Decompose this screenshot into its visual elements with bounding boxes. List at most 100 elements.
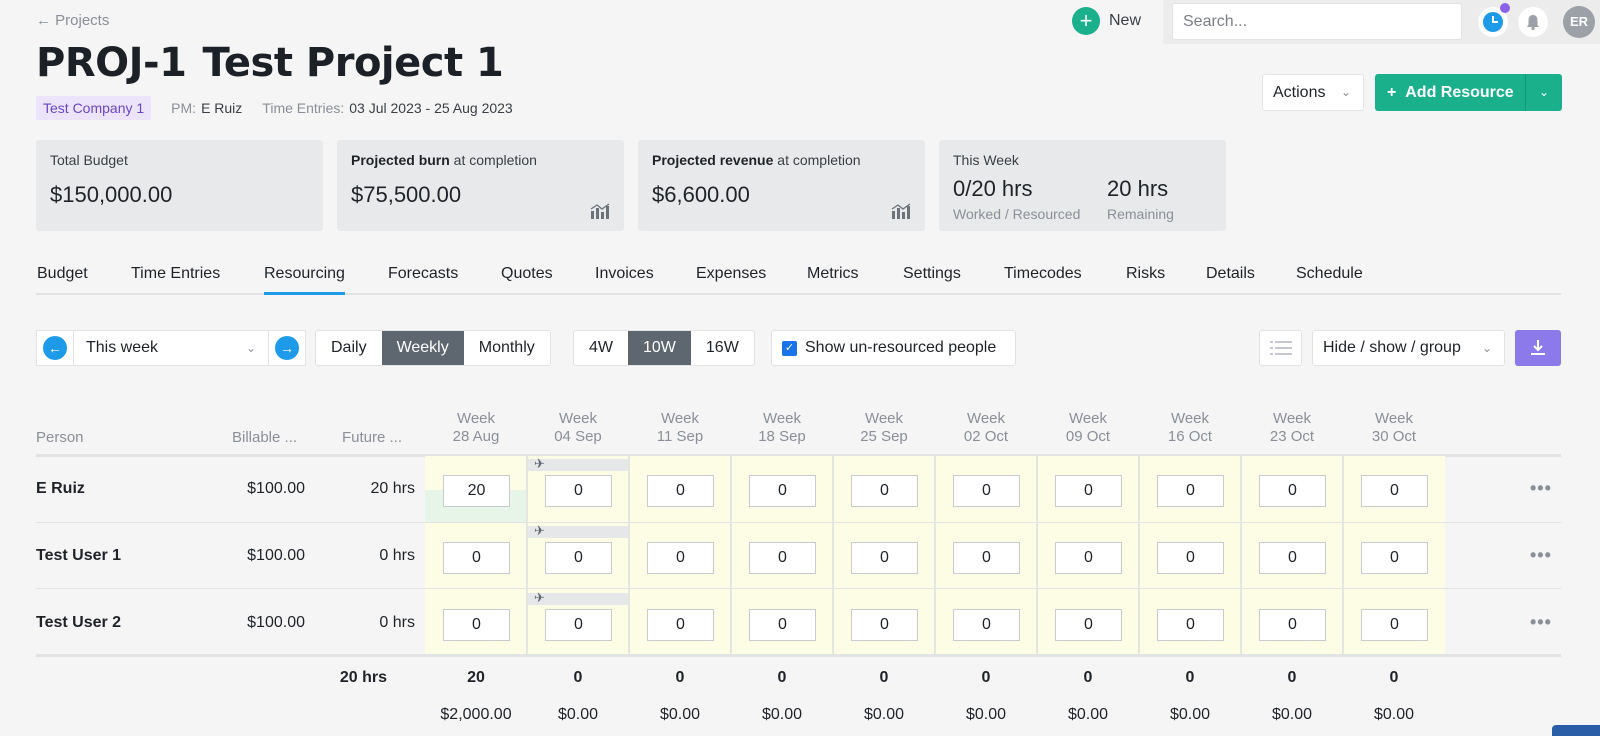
allocation-input[interactable]: 0 <box>545 609 612 641</box>
company-badge[interactable]: Test Company 1 <box>36 96 152 120</box>
project-meta: Test Company 1 PM: E Ruiz Time Entries: … <box>36 96 533 120</box>
span-16w-button[interactable]: 16W <box>705 339 739 356</box>
column-header-billable[interactable]: Billable ... <box>232 429 298 446</box>
allocation-input[interactable]: 0 <box>443 542 510 574</box>
week-prefix: Week <box>558 410 598 427</box>
allocation-input[interactable]: 0 <box>851 542 918 574</box>
allocation-input[interactable]: 0 <box>1157 609 1224 641</box>
download-button[interactable] <box>1515 330 1561 366</box>
week-total-hours: 0 <box>981 669 991 686</box>
allocation-input[interactable]: 0 <box>1055 475 1122 507</box>
allocation-input[interactable]: 0 <box>851 609 918 641</box>
allocation-input[interactable]: 0 <box>1259 475 1326 507</box>
tab-risks[interactable]: Risks <box>1126 265 1166 282</box>
week-date: 23 Oct <box>1269 428 1315 445</box>
column-separator <box>1036 456 1038 656</box>
tab-invoices[interactable]: Invoices <box>595 265 654 282</box>
span-4w-button[interactable]: 4W <box>589 339 613 356</box>
allocation-input[interactable]: 0 <box>749 609 816 641</box>
add-resource-button[interactable]: + Add Resource ⌄ <box>1375 74 1562 111</box>
allocation-input[interactable]: 0 <box>545 475 612 507</box>
holiday-bar[interactable]: ✈ <box>528 523 628 538</box>
week-column-header: Week 11 Sep <box>629 410 731 446</box>
back-to-projects-link[interactable]: ← Projects <box>36 12 110 29</box>
tab-forecasts[interactable]: Forecasts <box>388 265 459 282</box>
allocation-input[interactable]: 0 <box>647 542 714 574</box>
allocation-input[interactable]: 0 <box>749 542 816 574</box>
actions-dropdown[interactable]: Actions ⌄ <box>1262 74 1364 111</box>
allocation-input[interactable]: 20 <box>443 475 510 507</box>
list-view-button[interactable] <box>1259 330 1302 366</box>
previous-period-button[interactable]: ← <box>36 330 74 366</box>
person-name[interactable]: E Ruiz <box>36 480 85 497</box>
allocation-input[interactable]: 0 <box>1361 542 1428 574</box>
allocation-input[interactable]: 0 <box>1361 609 1428 641</box>
allocation-input[interactable]: 0 <box>647 475 714 507</box>
allocation-input[interactable]: 0 <box>1055 542 1122 574</box>
notifications-button[interactable] <box>1518 7 1548 37</box>
chart-icon[interactable] <box>590 203 610 219</box>
tab-details[interactable]: Details <box>1206 265 1255 282</box>
new-button[interactable]: + New <box>1072 7 1141 35</box>
weekly-button[interactable]: Weekly <box>381 331 464 365</box>
allocation-input[interactable]: 0 <box>953 542 1020 574</box>
search-input[interactable] <box>1172 3 1462 40</box>
allocation-input[interactable]: 0 <box>443 609 510 641</box>
allocation-input[interactable]: 0 <box>1157 475 1224 507</box>
person-name[interactable]: Test User 1 <box>36 547 122 564</box>
period-label: This week <box>86 339 159 356</box>
billable-rate: $100.00 <box>247 480 305 497</box>
show-unresourced-toggle[interactable]: ✓ Show un-resourced people <box>771 330 1016 366</box>
this-week-card: This Week 0/20 hrs Worked / Resourced 20… <box>939 140 1226 231</box>
avatar[interactable]: ER <box>1563 6 1595 38</box>
span-toggle: 4W 10W 16W <box>573 330 755 366</box>
time-entries-label: Time Entries: <box>262 100 345 116</box>
allocation-input[interactable]: 0 <box>1361 475 1428 507</box>
allocation-input[interactable]: 0 <box>647 609 714 641</box>
tab-schedule[interactable]: Schedule <box>1296 265 1363 282</box>
tab-settings[interactable]: Settings <box>903 265 961 282</box>
new-label: New <box>1109 12 1142 29</box>
person-name[interactable]: Test User 2 <box>36 614 122 631</box>
allocation-input[interactable]: 0 <box>749 475 816 507</box>
period-select[interactable]: This week ⌄ <box>73 330 269 366</box>
allocation-input[interactable]: 0 <box>851 475 918 507</box>
timer-button[interactable] <box>1478 3 1510 37</box>
future-hours: 20 hrs <box>370 480 415 497</box>
holiday-bar[interactable]: ✈ <box>528 456 628 471</box>
checkbox-checked[interactable]: ✓ <box>782 340 797 356</box>
tab-time-entries[interactable]: Time Entries <box>131 265 221 282</box>
allocation-input[interactable]: 0 <box>1157 542 1224 574</box>
tab-metrics[interactable]: Metrics <box>807 265 859 282</box>
monthly-button[interactable]: Monthly <box>478 339 535 356</box>
tab-expenses[interactable]: Expenses <box>696 265 767 282</box>
more-options-icon[interactable]: ••• <box>1530 612 1552 632</box>
chart-icon[interactable] <box>891 203 911 219</box>
span-10w-button[interactable]: 10W <box>628 331 691 365</box>
add-resource-menu-toggle[interactable]: ⌄ <box>1525 74 1562 111</box>
granularity-toggle: Daily Weekly Monthly <box>315 330 551 366</box>
more-options-icon[interactable]: ••• <box>1530 545 1552 565</box>
allocation-input[interactable]: 0 <box>953 475 1020 507</box>
tab-resourcing[interactable]: Resourcing <box>264 265 345 295</box>
more-options-icon[interactable]: ••• <box>1530 478 1552 498</box>
next-period-button[interactable]: → <box>268 330 306 366</box>
column-header-future[interactable]: Future ... <box>342 429 403 446</box>
add-resource-main[interactable]: + Add Resource <box>1387 84 1514 101</box>
allocation-input[interactable]: 0 <box>953 609 1020 641</box>
corner-tab[interactable] <box>1552 725 1600 736</box>
holiday-bar[interactable]: ✈ <box>528 590 628 605</box>
week-total-hours: 0 <box>573 669 583 686</box>
daily-button[interactable]: Daily <box>331 339 367 356</box>
hide-show-group-dropdown[interactable]: Hide / show / group ⌄ <box>1312 330 1505 366</box>
column-header-person[interactable]: Person <box>36 429 84 446</box>
tab-quotes[interactable]: Quotes <box>501 265 553 282</box>
pm-label: PM: <box>171 100 197 116</box>
tab-budget[interactable]: Budget <box>37 265 88 282</box>
allocation-input[interactable]: 0 <box>1055 609 1122 641</box>
allocation-input[interactable]: 0 <box>1259 542 1326 574</box>
week-column-header: Week 25 Sep <box>833 410 935 446</box>
tab-timecodes[interactable]: Timecodes <box>1004 265 1082 282</box>
allocation-input[interactable]: 0 <box>545 542 612 574</box>
allocation-input[interactable]: 0 <box>1259 609 1326 641</box>
